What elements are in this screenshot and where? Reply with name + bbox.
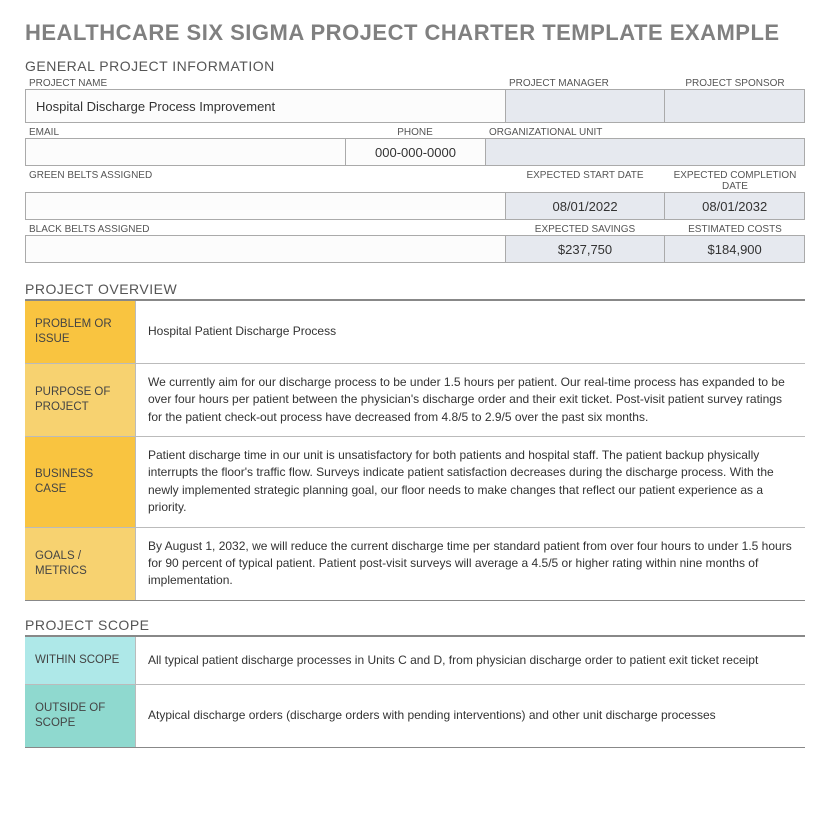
org-unit-value xyxy=(485,139,804,165)
overview-label: BUSINESS CASE xyxy=(25,437,135,527)
overview-label: GOALS / METRICS xyxy=(25,528,135,600)
label-black-belts: BLACK BELTS ASSIGNED xyxy=(25,224,505,235)
phone-value: 000-000-0000 xyxy=(345,139,485,165)
green-belts-value xyxy=(26,193,505,219)
label-start-date: EXPECTED START DATE xyxy=(505,170,665,192)
label-row-1: PROJECT NAME PROJECT MANAGER PROJECT SPO… xyxy=(25,78,805,89)
overview-table: PROBLEM OR ISSUE Hospital Patient Discha… xyxy=(25,299,805,601)
overview-text: We currently aim for our discharge proce… xyxy=(135,364,805,436)
scope-table: WITHIN SCOPE All typical patient dischar… xyxy=(25,635,805,748)
label-project-name: PROJECT NAME xyxy=(25,78,505,89)
label-green-belts: GREEN BELTS ASSIGNED xyxy=(25,170,505,192)
scope-label: WITHIN SCOPE xyxy=(25,637,135,684)
scope-label: OUTSIDE OF SCOPE xyxy=(25,685,135,747)
page-title: HEALTHCARE SIX SIGMA PROJECT CHARTER TEM… xyxy=(25,20,805,46)
start-date-value: 08/01/2022 xyxy=(505,193,665,219)
project-manager-value xyxy=(505,90,665,122)
completion-date-value: 08/01/2032 xyxy=(664,193,804,219)
label-project-manager: PROJECT MANAGER xyxy=(505,78,665,89)
scope-row: OUTSIDE OF SCOPE Atypical discharge orde… xyxy=(25,685,805,747)
label-org-unit: ORGANIZATIONAL UNIT xyxy=(485,127,805,138)
row-black-belts: $237,750 $184,900 xyxy=(25,235,805,263)
label-row-2: EMAIL PHONE ORGANIZATIONAL UNIT xyxy=(25,127,805,138)
label-expected-savings: EXPECTED SAVINGS xyxy=(505,224,665,235)
label-phone: PHONE xyxy=(345,127,485,138)
row-green-belts: 08/01/2022 08/01/2032 xyxy=(25,192,805,220)
estimated-costs-value: $184,900 xyxy=(664,236,804,262)
email-value xyxy=(26,139,345,165)
section-scope-heading: PROJECT SCOPE xyxy=(25,617,805,633)
overview-text: Hospital Patient Discharge Process xyxy=(135,301,805,363)
overview-row: PROBLEM OR ISSUE Hospital Patient Discha… xyxy=(25,301,805,364)
section-general-heading: GENERAL PROJECT INFORMATION xyxy=(25,58,805,74)
label-estimated-costs: ESTIMATED COSTS xyxy=(665,224,805,235)
overview-text: By August 1, 2032, we will reduce the cu… xyxy=(135,528,805,600)
black-belts-value xyxy=(26,236,505,262)
overview-label: PURPOSE OF PROJECT xyxy=(25,364,135,436)
row-project-name: Hospital Discharge Process Improvement xyxy=(25,89,805,123)
overview-label: PROBLEM OR ISSUE xyxy=(25,301,135,363)
scope-row: WITHIN SCOPE All typical patient dischar… xyxy=(25,637,805,685)
label-email: EMAIL xyxy=(25,127,345,138)
label-row-4: BLACK BELTS ASSIGNED EXPECTED SAVINGS ES… xyxy=(25,224,805,235)
label-completion-date: EXPECTED COMPLETION DATE xyxy=(665,170,805,192)
section-overview-heading: PROJECT OVERVIEW xyxy=(25,281,805,297)
overview-text: Patient discharge time in our unit is un… xyxy=(135,437,805,527)
project-name-value: Hospital Discharge Process Improvement xyxy=(26,90,505,122)
overview-row: BUSINESS CASE Patient discharge time in … xyxy=(25,437,805,528)
scope-text: All typical patient discharge processes … xyxy=(135,637,805,684)
overview-row: GOALS / METRICS By August 1, 2032, we wi… xyxy=(25,528,805,600)
project-sponsor-value xyxy=(664,90,804,122)
scope-text: Atypical discharge orders (discharge ord… xyxy=(135,685,805,747)
row-contact: 000-000-0000 xyxy=(25,138,805,166)
expected-savings-value: $237,750 xyxy=(505,236,665,262)
label-project-sponsor: PROJECT SPONSOR xyxy=(665,78,805,89)
label-row-3: GREEN BELTS ASSIGNED EXPECTED START DATE… xyxy=(25,170,805,192)
overview-row: PURPOSE OF PROJECT We currently aim for … xyxy=(25,364,805,437)
